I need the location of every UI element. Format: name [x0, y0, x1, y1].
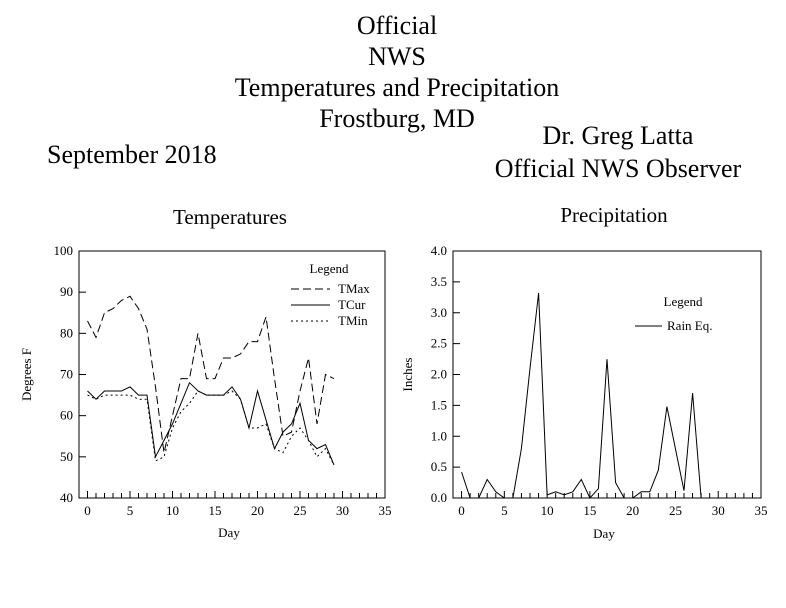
legend-label: Rain Eq.: [667, 318, 713, 333]
y-tick-label: 60: [60, 408, 73, 423]
y-tick-label: 90: [60, 284, 73, 299]
y-tick-label: 70: [60, 367, 73, 382]
x-tick-label: 30: [336, 503, 349, 518]
x-tick-label: 5: [127, 503, 134, 518]
series-line-tcur: [87, 381, 335, 466]
legend-label: TMin: [338, 313, 368, 328]
temperature-chart: Temperatures Day Degrees F 0 5 10 15 20 25 30 35 40…: [19, 205, 392, 540]
observer-role: Official NWS Observer: [494, 154, 742, 183]
legend-label: TMax: [338, 281, 370, 296]
y-axis-label: Degrees F: [19, 348, 34, 401]
x-tick-label: 5: [501, 503, 508, 518]
x-tick-label: 25: [294, 503, 307, 518]
precipitation-chart: Precipitation Day Inches 0 5 10 15 20 25 30 35 0.0 0…: [400, 203, 768, 541]
title-line-2: NWS: [368, 42, 426, 71]
y-tick-label: 1.0: [431, 428, 447, 443]
observer-name: Dr. Greg Latta: [542, 121, 694, 150]
x-tick-label: 20: [626, 503, 639, 518]
chart-title: Precipitation: [560, 203, 668, 227]
x-axis-label: Day: [218, 525, 240, 540]
legend-label: TCur: [338, 297, 366, 312]
y-tick-label: 3.0: [431, 305, 447, 320]
plot-frame: [452, 250, 762, 499]
y-tick-label: 80: [60, 325, 73, 340]
title-line-4: Frostburg, MD: [319, 104, 475, 133]
y-tick-label: 40: [60, 490, 73, 505]
x-tick-label: 20: [251, 503, 264, 518]
legend-title: Legend: [310, 261, 349, 276]
series-line-tmax: [87, 295, 335, 453]
x-tick-label: 35: [379, 503, 392, 518]
y-tick-label: 50: [60, 449, 73, 464]
y-tick-label: 0.0: [431, 490, 447, 505]
series-line-rain-eq: [461, 292, 710, 499]
legend-title: Legend: [664, 294, 703, 309]
y-tick-label: 4.0: [431, 243, 447, 258]
period-label: September 2018: [47, 140, 217, 169]
y-tick-label: 2.5: [431, 336, 447, 351]
x-tick-label: 0: [84, 503, 91, 518]
x-tick-label: 15: [209, 503, 222, 518]
x-tick-label: 30: [712, 503, 725, 518]
y-tick-label: 0.5: [431, 459, 447, 474]
x-tick-label: 35: [755, 503, 768, 518]
x-tick-label: 10: [541, 503, 554, 518]
y-axis-label: Inches: [400, 358, 415, 392]
x-tick-label: 0: [458, 503, 465, 518]
x-tick-label: 25: [669, 503, 682, 518]
x-tick-label: 15: [583, 503, 596, 518]
y-tick-label: 1.5: [431, 397, 447, 412]
y-tick-label: 3.5: [431, 274, 447, 289]
y-tick-label: 100: [54, 243, 74, 258]
title-block: Official NWS Temperatures and Precipitat…: [0, 10, 786, 134]
title-line-1: Official: [356, 11, 438, 40]
x-tick-label: 10: [166, 503, 179, 518]
chart-title: Temperatures: [173, 205, 287, 229]
title-line-3: Temperatures and Precipitation: [234, 73, 560, 102]
y-tick-label: 2.0: [431, 367, 447, 382]
x-axis-label: Day: [593, 526, 615, 541]
series-line-tmin: [87, 390, 335, 466]
